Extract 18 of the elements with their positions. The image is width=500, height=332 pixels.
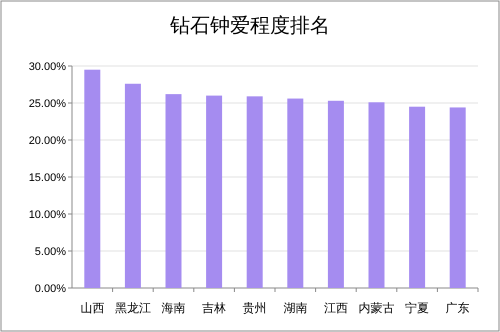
x-tick-label: 吉林: [202, 301, 226, 315]
x-tick-label: 海南: [162, 301, 186, 315]
y-tick-label: 25.00%: [28, 98, 66, 110]
x-tick-label: 山西: [80, 301, 104, 315]
y-tick-label: 5.00%: [34, 246, 66, 258]
x-tick-label: 宁夏: [405, 301, 430, 315]
y-tick-label: 10.00%: [28, 209, 66, 221]
x-tick-label: 内蒙古: [358, 301, 394, 315]
x-tick-label: 湖南: [283, 301, 308, 315]
y-tick-label: 15.00%: [28, 172, 66, 184]
x-tick-label: 江西: [324, 301, 348, 315]
x-tick-label: 广东: [446, 301, 470, 315]
x-tick-label: 贵州: [242, 301, 267, 315]
x-tick-label: 黑龙江: [114, 301, 151, 315]
y-tick-label: 20.00%: [28, 135, 66, 147]
chart-title: 钻石钟爱程度排名: [169, 13, 330, 37]
y-tick-label: 0.00%: [34, 283, 66, 295]
y-tick-label: 30.00%: [28, 61, 66, 73]
